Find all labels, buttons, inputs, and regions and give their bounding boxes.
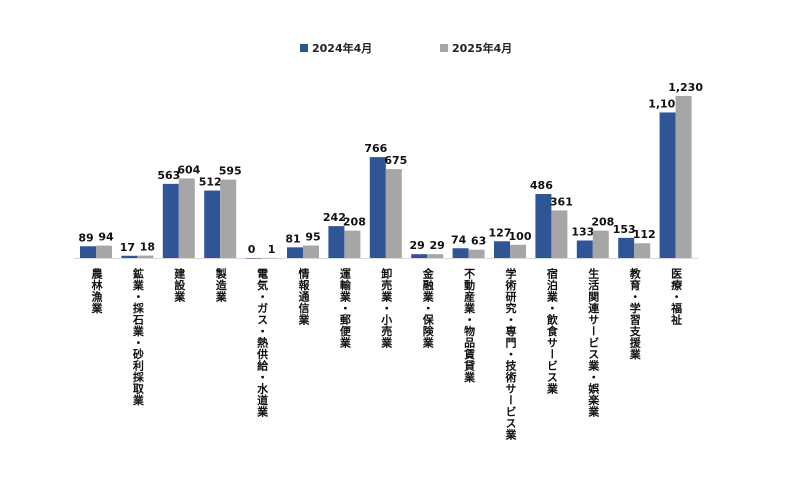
category-label: 鉱業・採石業・砂利採取業 <box>131 268 145 406</box>
data-label: 133 <box>571 225 594 238</box>
bar-2025 <box>303 245 319 258</box>
category-label: 不動産業・物品賃貸業 <box>462 268 476 383</box>
bar-2024 <box>618 237 635 258</box>
bar-2025 <box>675 96 692 258</box>
bar-2024 <box>452 248 469 258</box>
data-label: 0 <box>248 243 256 256</box>
data-label: 512 <box>199 176 222 189</box>
data-label: 595 <box>219 165 242 178</box>
data-label: 74 <box>451 233 467 246</box>
data-label: 112 <box>633 228 656 241</box>
legend-label-2025: 2025年4月 <box>452 42 513 55</box>
data-label: 1,105 <box>648 97 683 110</box>
data-label: 1,230 <box>668 81 703 94</box>
data-label: 29 <box>430 239 445 252</box>
data-label: 18 <box>140 241 155 254</box>
bar-2025 <box>592 230 609 258</box>
category-label: 教育・学習支援業 <box>628 268 642 360</box>
bar-2025 <box>344 230 361 258</box>
bar-2025 <box>220 179 237 258</box>
bar-2024 <box>535 193 552 258</box>
bar-2025 <box>427 254 444 258</box>
bar-2024 <box>162 183 179 258</box>
legend-item-2024: 2024年4月 <box>300 40 372 56</box>
bar-2024 <box>204 190 221 258</box>
category-label: 農林漁業 <box>90 268 103 314</box>
bar-2024 <box>369 157 386 258</box>
category-label: 金融業・保険業 <box>421 268 435 349</box>
data-label: 95 <box>305 230 320 243</box>
legend-label-2024: 2024年4月 <box>312 42 373 55</box>
category-label: 医療・福祉 <box>669 268 683 326</box>
category-label: 学術研究・専門・技術サービス業 <box>504 268 517 441</box>
data-label: 675 <box>384 154 407 167</box>
data-label: 766 <box>364 142 387 155</box>
legend-item-2025: 2025年4月 <box>440 40 512 56</box>
bar-2024 <box>576 240 593 258</box>
bar-2024 <box>411 254 428 258</box>
bar-2025 <box>96 245 112 258</box>
data-label: 89 <box>78 231 93 244</box>
bar-2024 <box>287 247 303 258</box>
category-label: 建設業 <box>172 268 186 303</box>
bar-2024 <box>494 241 510 258</box>
data-label: 1 <box>268 243 276 256</box>
data-label: 63 <box>471 235 486 248</box>
bar-2025 <box>634 243 651 258</box>
category-label: 電気・ガス・熱供給・水道業 <box>255 268 269 418</box>
category-label: 生活関連サービス業・娯楽業 <box>586 268 600 418</box>
bar-2025 <box>137 255 154 258</box>
bar-2025 <box>385 169 402 258</box>
data-label: 153 <box>613 223 636 236</box>
category-label: 製造業 <box>214 268 228 303</box>
bar-2025 <box>261 257 278 259</box>
bar-2024 <box>328 226 345 258</box>
legend-swatch-2025 <box>440 44 448 52</box>
data-label: 29 <box>410 239 425 252</box>
bar-2025 <box>551 210 568 258</box>
bar-2024 <box>245 258 262 259</box>
data-label: 361 <box>550 195 573 208</box>
data-label: 94 <box>98 231 114 244</box>
data-label: 486 <box>530 179 553 192</box>
category-label: 卸売業・小売業 <box>379 268 393 349</box>
data-label: 100 <box>509 230 532 243</box>
data-label: 127 <box>489 226 512 239</box>
data-label: 17 <box>120 241 135 254</box>
bar-2025 <box>178 178 195 258</box>
bar-2024 <box>80 246 96 258</box>
data-label: 242 <box>323 211 346 224</box>
category-label: 運輸業・郵便業 <box>338 268 352 349</box>
data-label: 208 <box>343 216 366 229</box>
bar-2025 <box>468 249 485 258</box>
data-label: 604 <box>177 163 200 176</box>
data-label: 208 <box>591 216 614 229</box>
category-label: 情報通信業 <box>297 268 310 326</box>
data-label: 81 <box>285 232 300 245</box>
bar-2024 <box>121 255 138 258</box>
data-label: 563 <box>157 169 180 182</box>
bar-2025 <box>510 244 526 258</box>
bar-2024 <box>659 112 676 259</box>
legend-swatch-2024 <box>300 44 308 52</box>
chart-legend: 2024年4月 2025年4月 <box>0 40 800 56</box>
category-label: 宿泊業・飲食サービス業 <box>545 268 559 395</box>
